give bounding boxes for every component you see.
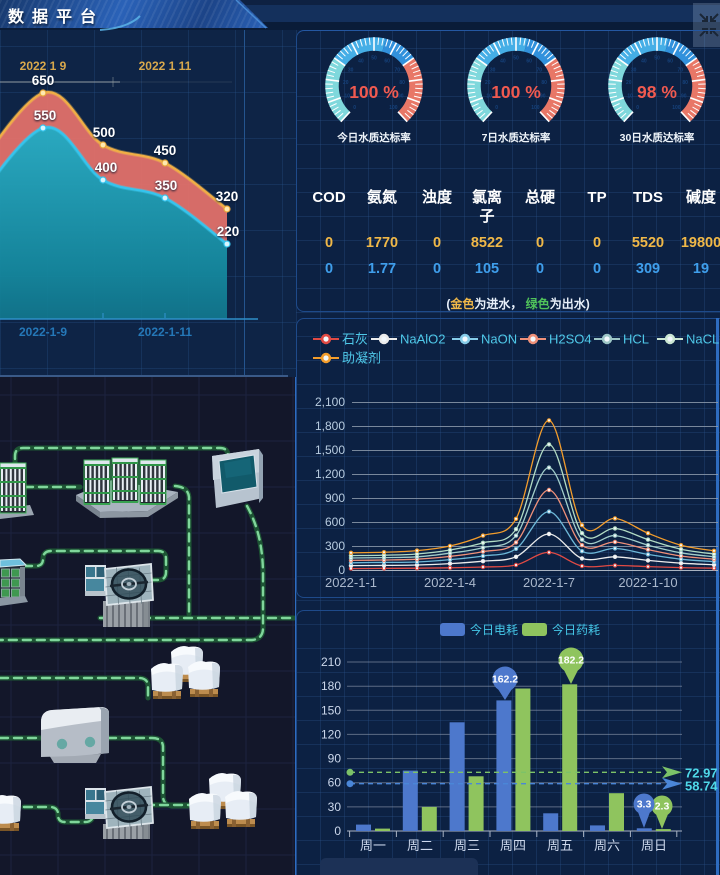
svg-text:90: 90 (681, 94, 687, 100)
svg-text:30: 30 (631, 68, 637, 74)
svg-text:98 %: 98 % (637, 82, 677, 102)
svg-text:HCL: HCL (623, 332, 649, 347)
svg-text:100: 100 (531, 105, 540, 111)
svg-text:今日水质达标率: 今日水质达标率 (336, 131, 411, 144)
svg-text:60: 60 (667, 59, 673, 65)
svg-text:2022 1 11: 2022 1 11 (139, 59, 192, 73)
svg-text:2022 1 9: 2022 1 9 (20, 59, 67, 73)
svg-text:1,800: 1,800 (315, 419, 345, 433)
svg-text:周六: 周六 (594, 838, 620, 853)
svg-text:NaAlO2: NaAlO2 (400, 332, 446, 347)
svg-text:550: 550 (34, 108, 57, 123)
svg-text:40: 40 (500, 59, 506, 65)
svg-text:162.2: 162.2 (492, 674, 518, 686)
svg-text:周五: 周五 (547, 838, 573, 853)
svg-text:40: 40 (641, 59, 647, 65)
svg-text:2,100: 2,100 (315, 395, 345, 409)
svg-text:20: 20 (343, 80, 349, 86)
svg-text:320: 320 (216, 189, 239, 204)
svg-text:2022-1-4: 2022-1-4 (424, 575, 476, 590)
svg-text:100: 100 (389, 105, 398, 111)
svg-text:80: 80 (541, 80, 547, 86)
svg-text:120: 120 (321, 727, 341, 741)
svg-text:600: 600 (325, 515, 345, 529)
svg-text:石灰: 石灰 (342, 332, 368, 347)
svg-text:50: 50 (371, 56, 377, 62)
svg-text:2022-1-10: 2022-1-10 (618, 575, 677, 590)
svg-text:210: 210 (321, 655, 341, 669)
svg-text:50: 50 (513, 56, 519, 62)
svg-text:400: 400 (95, 160, 118, 175)
svg-text:周三: 周三 (454, 838, 480, 853)
svg-text:100 %: 100 % (491, 82, 541, 102)
svg-text:650: 650 (32, 73, 55, 88)
svg-text:助凝剂: 助凝剂 (342, 351, 381, 366)
svg-text:30: 30 (348, 68, 354, 74)
svg-text:72.97: 72.97 (685, 765, 718, 780)
svg-text:1,500: 1,500 (315, 443, 345, 457)
svg-text:2022-1-1: 2022-1-1 (325, 575, 377, 590)
svg-text:周一: 周一 (360, 838, 386, 853)
svg-text:2022-1-11: 2022-1-11 (138, 325, 192, 339)
svg-text:150: 150 (321, 703, 341, 717)
svg-text:H2SO4: H2SO4 (549, 332, 592, 347)
svg-text:1,200: 1,200 (315, 467, 345, 481)
svg-text:900: 900 (325, 491, 345, 505)
svg-text:90: 90 (328, 752, 342, 766)
svg-text:0: 0 (636, 105, 639, 111)
svg-text:今日电耗: 今日电耗 (470, 622, 518, 637)
svg-text:70: 70 (395, 68, 401, 74)
svg-text:80: 80 (399, 80, 405, 86)
svg-text:0: 0 (334, 824, 341, 838)
svg-text:10: 10 (486, 94, 492, 100)
svg-text:182.2: 182.2 (558, 655, 584, 667)
svg-text:60: 60 (384, 59, 390, 65)
svg-text:80: 80 (682, 80, 688, 86)
svg-text:10: 10 (344, 94, 350, 100)
svg-text:周日: 周日 (641, 838, 667, 853)
svg-text:350: 350 (155, 178, 178, 193)
svg-text:10: 10 (627, 94, 633, 100)
svg-text:58.74: 58.74 (685, 779, 718, 794)
svg-text:周四: 周四 (500, 838, 526, 853)
svg-text:3.3: 3.3 (637, 799, 652, 811)
svg-text:90: 90 (398, 94, 404, 100)
svg-text:0: 0 (338, 563, 345, 577)
svg-text:周二: 周二 (407, 838, 433, 853)
svg-text:20: 20 (485, 80, 491, 86)
svg-text:220: 220 (217, 224, 240, 239)
svg-text:0: 0 (495, 105, 498, 111)
svg-text:100: 100 (672, 105, 681, 111)
svg-text:100 %: 100 % (349, 82, 399, 102)
svg-text:300: 300 (325, 539, 345, 553)
svg-text:20: 20 (626, 80, 632, 86)
svg-text:90: 90 (540, 94, 546, 100)
svg-text:0: 0 (353, 105, 356, 111)
svg-text:2022-1-7: 2022-1-7 (523, 575, 575, 590)
svg-text:60: 60 (328, 776, 342, 790)
svg-text:180: 180 (321, 679, 341, 693)
svg-text:70: 70 (678, 68, 684, 74)
svg-text:2022-1-9: 2022-1-9 (19, 325, 67, 339)
svg-text:500: 500 (93, 125, 116, 140)
svg-text:NaON: NaON (481, 332, 517, 347)
svg-text:60: 60 (526, 59, 532, 65)
svg-text:30: 30 (328, 800, 342, 814)
svg-text:30: 30 (490, 68, 496, 74)
svg-text:今日药耗: 今日药耗 (552, 622, 600, 637)
svg-text:50: 50 (654, 56, 660, 62)
svg-text:2.3: 2.3 (655, 801, 670, 813)
svg-text:NaCLO: NaCLO (686, 332, 720, 347)
svg-text:30日水质达标率: 30日水质达标率 (620, 131, 695, 144)
svg-text:450: 450 (154, 143, 177, 158)
svg-text:40: 40 (358, 59, 364, 65)
svg-text:70: 70 (537, 68, 543, 74)
svg-text:7日水质达标率: 7日水质达标率 (482, 131, 551, 144)
